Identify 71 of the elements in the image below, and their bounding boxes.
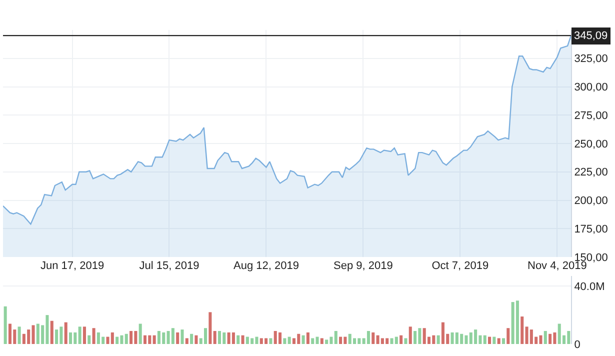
- bar: [88, 335, 91, 344]
- bar: [334, 330, 338, 344]
- bar: [400, 335, 403, 344]
- y-tick-label: 250,00: [574, 138, 608, 150]
- bar: [92, 328, 96, 344]
- bar: [213, 330, 216, 344]
- bar: [316, 336, 319, 344]
- bar: [488, 336, 492, 344]
- bar: [180, 330, 184, 344]
- bar: [414, 330, 417, 344]
- y-tick-label: 325,00: [574, 53, 608, 66]
- bar: [78, 326, 82, 344]
- bar: [50, 320, 54, 344]
- bar: [176, 332, 180, 344]
- bar: [232, 332, 235, 344]
- bar: [171, 328, 174, 344]
- y-tick-label: 0: [574, 338, 580, 351]
- x-tick-label: Aug 12, 2019: [233, 260, 299, 272]
- bar: [502, 338, 505, 344]
- bar: [4, 306, 7, 344]
- bar: [492, 336, 496, 344]
- bar: [236, 335, 240, 344]
- bar: [404, 338, 408, 344]
- bar: [288, 336, 291, 344]
- bar: [194, 335, 198, 344]
- bar: [64, 322, 68, 344]
- x-tick-label: Jun 17, 2019: [40, 260, 104, 272]
- x-tick-label: Sep 9, 2019: [334, 260, 393, 272]
- bar: [372, 332, 375, 344]
- x-tick-label: Oct 7, 2019: [432, 260, 489, 272]
- bar: [283, 338, 286, 344]
- bar: [520, 316, 524, 344]
- y-tick-label: 40.0M: [574, 280, 605, 293]
- y-tick-label: 175,00: [574, 223, 608, 236]
- y-tick-label: 275,00: [574, 110, 608, 122]
- bar: [436, 335, 440, 344]
- bar: [339, 336, 342, 344]
- bar: [69, 332, 72, 344]
- bar: [548, 334, 552, 344]
- y-tick-label: 225,00: [574, 166, 608, 179]
- bar: [143, 335, 147, 344]
- x-tick-label: Jul 15, 2019: [139, 260, 200, 272]
- bar: [408, 326, 412, 344]
- bar: [116, 336, 119, 344]
- bar: [269, 338, 272, 344]
- bar: [311, 338, 314, 344]
- bar: [208, 312, 212, 344]
- bar: [516, 300, 519, 344]
- bar: [497, 338, 500, 344]
- bar: [152, 335, 156, 344]
- bar: [306, 332, 310, 344]
- bar: [55, 330, 58, 344]
- bar: [138, 324, 142, 344]
- bar: [241, 335, 244, 344]
- bar: [82, 326, 86, 344]
- bar: [302, 335, 305, 344]
- y-tick-label: 200,00: [574, 195, 608, 208]
- bar: [124, 334, 128, 344]
- ref-line-label: 345,09: [574, 30, 608, 42]
- bar: [18, 326, 21, 344]
- bar: [483, 335, 486, 344]
- bar: [32, 325, 35, 344]
- bar: [325, 340, 328, 344]
- bar: [320, 338, 324, 344]
- bar: [366, 330, 370, 344]
- bar: [185, 338, 188, 344]
- bar: [506, 328, 510, 344]
- bar: [130, 330, 133, 344]
- bar: [190, 334, 194, 344]
- y-tick-label: 300,00: [574, 82, 608, 94]
- bar: [544, 330, 547, 344]
